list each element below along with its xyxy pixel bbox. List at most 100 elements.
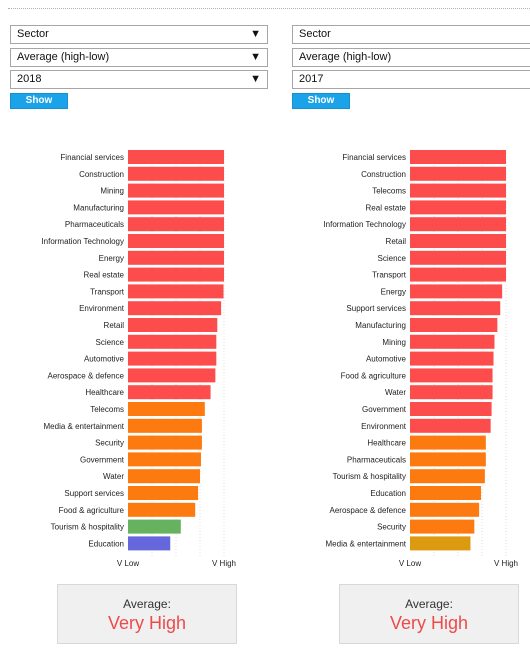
triangle-down-icon: ▼ <box>250 73 261 85</box>
bar[interactable] <box>410 536 471 551</box>
bar[interactable] <box>410 234 506 248</box>
bar[interactable] <box>128 486 199 500</box>
bar[interactable] <box>128 284 224 299</box>
bar[interactable] <box>128 334 217 349</box>
category-label: Healthcare <box>367 439 406 448</box>
category-label: Government <box>362 405 407 414</box>
category-label: Media & entertainment <box>44 422 125 431</box>
bar[interactable] <box>410 469 485 484</box>
bar[interactable] <box>410 267 506 282</box>
sector-bar-chart: Financial services Construction Mining Manu… <box>41 150 236 568</box>
bar[interactable] <box>128 217 224 232</box>
bar[interactable] <box>128 301 222 316</box>
bar[interactable] <box>410 368 493 383</box>
category-label: Water <box>385 388 406 397</box>
category-label: Environment <box>361 422 407 431</box>
bar[interactable] <box>128 435 202 450</box>
bar[interactable] <box>128 150 224 164</box>
category-label: Water <box>103 472 124 481</box>
bar[interactable] <box>128 368 216 383</box>
category-label: Support services <box>64 489 124 498</box>
category-label: Healthcare <box>85 388 124 397</box>
year-select[interactable]: 2018 ▼ <box>10 70 268 89</box>
category-label: Pharmaceuticals <box>347 455 406 464</box>
bar[interactable] <box>410 183 506 198</box>
bar[interactable] <box>128 166 224 181</box>
bar[interactable] <box>128 183 224 198</box>
bar[interactable] <box>410 334 495 349</box>
category-label: Transport <box>90 287 125 296</box>
year-select-value: 2017 <box>299 73 324 85</box>
show-button[interactable]: Show <box>292 93 350 109</box>
bar[interactable] <box>410 284 503 299</box>
bar[interactable] <box>128 519 181 534</box>
bar[interactable] <box>410 452 486 467</box>
category-label: Information Technology <box>323 220 406 229</box>
category-label: Security <box>377 523 406 532</box>
bar[interactable] <box>410 200 506 215</box>
bar[interactable] <box>128 234 224 248</box>
category-label: Energy <box>381 287 406 296</box>
bar[interactable] <box>128 267 224 282</box>
bar[interactable] <box>410 166 506 181</box>
top-divider <box>8 8 530 9</box>
bar[interactable] <box>410 217 506 232</box>
dimension-select[interactable]: Sector ▼ <box>292 25 530 44</box>
category-label: Government <box>80 455 125 464</box>
dimension-select-value: Sector <box>17 28 49 40</box>
bar[interactable] <box>410 301 501 316</box>
triangle-down-icon: ▼ <box>250 51 261 63</box>
bar[interactable] <box>128 418 202 433</box>
category-label: Food & agriculture <box>59 506 125 515</box>
bar[interactable] <box>410 150 506 164</box>
sort-select[interactable]: Average (high-low) ▼ <box>10 48 268 67</box>
category-label: Transport <box>372 271 407 280</box>
x-tick-label: V High <box>212 559 236 568</box>
category-label: Telecoms <box>90 405 124 414</box>
category-label: Media & entertainment <box>326 539 407 548</box>
category-label: Tourism & hospitality <box>51 523 124 532</box>
category-label: Telecoms <box>372 187 406 196</box>
bar[interactable] <box>410 318 498 332</box>
category-label: Education <box>370 489 406 498</box>
show-button[interactable]: Show <box>10 93 68 109</box>
bar[interactable] <box>128 536 171 551</box>
dimension-select[interactable]: Sector ▼ <box>10 25 268 44</box>
bar[interactable] <box>128 318 218 332</box>
bar[interactable] <box>128 402 205 416</box>
bar[interactable] <box>410 519 475 534</box>
average-label: Average: <box>123 597 171 611</box>
triangle-down-icon: ▼ <box>250 28 261 40</box>
sort-select-value: Average (high-low) <box>299 51 392 63</box>
bar[interactable] <box>410 486 482 500</box>
sort-select[interactable]: Average (high-low) ▼ <box>292 48 530 67</box>
bar[interactable] <box>128 351 217 366</box>
bar[interactable] <box>128 200 224 215</box>
year-select[interactable]: 2017 ▼ <box>292 70 530 89</box>
bar[interactable] <box>128 385 211 400</box>
bar[interactable] <box>128 250 224 265</box>
category-label: Aerospace & defence <box>330 506 407 515</box>
bar[interactable] <box>410 385 493 400</box>
bar[interactable] <box>128 502 196 517</box>
bar[interactable] <box>410 351 494 366</box>
x-tick-label: V Low <box>399 559 421 568</box>
sort-select-value: Average (high-low) <box>17 51 110 63</box>
category-label: Real estate <box>84 271 125 280</box>
bar[interactable] <box>128 452 201 467</box>
sector-bar-chart: Financial services Construction Telecoms Re… <box>323 150 518 568</box>
bar[interactable] <box>410 418 491 433</box>
category-label: Food & agriculture <box>341 371 407 380</box>
category-label: Real estate <box>366 203 407 212</box>
bar[interactable] <box>128 469 200 484</box>
average-label: Average: <box>405 597 453 611</box>
category-label: Support services <box>346 304 406 313</box>
dimension-select-value: Sector <box>299 28 331 40</box>
average-summary: Average: Very High <box>57 584 237 644</box>
bar[interactable] <box>410 402 492 416</box>
bar[interactable] <box>410 250 506 265</box>
bar[interactable] <box>410 435 486 450</box>
category-label: Mining <box>382 338 406 347</box>
category-label: Retail <box>386 237 407 246</box>
bar[interactable] <box>410 502 480 517</box>
